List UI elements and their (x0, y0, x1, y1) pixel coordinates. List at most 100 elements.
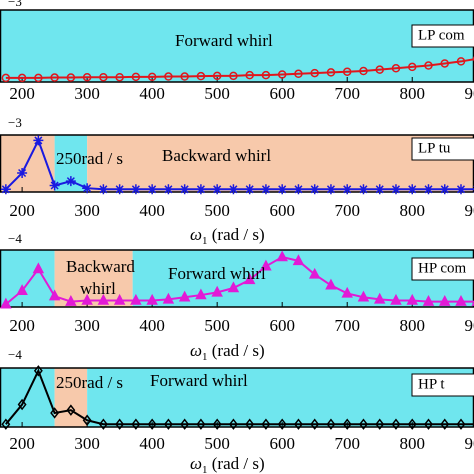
marker (212, 71, 222, 81)
annotation: Forward whirl (150, 371, 248, 390)
marker (243, 273, 256, 285)
marker (342, 418, 352, 430)
marker (424, 61, 433, 70)
marker (195, 184, 206, 195)
marker (342, 67, 352, 76)
x-tick-label: 700 (334, 434, 360, 453)
marker (32, 262, 45, 274)
x-tick-label: 800 (399, 316, 425, 335)
marker (50, 73, 59, 82)
x-tick-label: 200 (9, 201, 35, 220)
marker (228, 418, 238, 430)
annotation: whirl (80, 279, 116, 298)
annotation: Backward (66, 257, 135, 276)
marker (456, 418, 466, 430)
marker (195, 288, 207, 300)
marker (50, 407, 60, 419)
marker (147, 184, 158, 195)
marker (178, 290, 191, 302)
legend-label: HP com (418, 260, 467, 276)
marker (147, 418, 157, 430)
region (87, 368, 474, 427)
marker (66, 404, 76, 416)
marker (261, 70, 271, 80)
x-tick-label: 900 (465, 434, 474, 453)
marker (373, 292, 386, 304)
marker (163, 418, 173, 430)
exponent: −4 (8, 231, 22, 246)
marker (456, 57, 466, 66)
marker (228, 184, 239, 195)
marker (82, 72, 92, 82)
marker (196, 418, 206, 430)
x-label-sub: 1 (202, 351, 208, 363)
marker (359, 418, 368, 430)
x-tick-label: 700 (334, 201, 360, 220)
legend-box (411, 257, 474, 281)
marker (1, 73, 11, 83)
x-tick-label: 800 (399, 434, 425, 453)
marker (146, 293, 158, 305)
x-tick-label: 600 (269, 84, 295, 103)
marker (292, 254, 305, 266)
x-label-symbol: ω (190, 454, 202, 473)
x-tick-label: 500 (204, 84, 230, 103)
x-tick-label: 400 (139, 434, 165, 453)
x-axis-label: ω1 (rad / s) (190, 454, 265, 474)
marker (439, 184, 450, 195)
marker (424, 418, 433, 430)
marker (0, 297, 12, 309)
x-tick-label: 700 (334, 84, 360, 103)
marker (440, 418, 450, 430)
marker (131, 72, 141, 82)
marker (407, 184, 418, 195)
marker (277, 70, 287, 79)
marker (455, 294, 467, 306)
marker (212, 184, 223, 195)
marker (34, 73, 43, 83)
x-label-unit: (rad / s) (208, 454, 265, 473)
legend-box (411, 373, 474, 397)
region (0, 250, 55, 307)
marker (16, 284, 28, 295)
marker (375, 65, 384, 74)
marker (310, 418, 320, 430)
marker (261, 418, 271, 430)
marker (81, 293, 93, 305)
x-axis-label: ω1 (rad / s) (190, 225, 265, 247)
marker (390, 184, 401, 195)
x-tick-label: 600 (269, 201, 295, 220)
marker (310, 68, 319, 78)
marker (358, 184, 369, 195)
x-tick-label: 800 (399, 201, 425, 220)
x-tick-label: 500 (204, 434, 230, 453)
marker (0, 184, 11, 195)
marker (260, 184, 271, 195)
marker (82, 414, 92, 426)
marker (342, 184, 353, 195)
marker (66, 73, 76, 82)
marker (180, 418, 190, 430)
marker (391, 418, 401, 430)
x-tick-label: 900 (465, 84, 474, 103)
marker (359, 66, 368, 76)
marker (374, 184, 385, 195)
marker (294, 69, 303, 79)
x-axis-label: ω1 (rad / s) (190, 341, 265, 363)
legend-box (411, 137, 474, 161)
marker (276, 250, 288, 262)
x-tick-label: 600 (269, 316, 295, 335)
legend-box (411, 24, 474, 48)
marker (115, 72, 124, 82)
marker (309, 184, 320, 195)
marker (163, 184, 174, 195)
x-tick-label: 300 (74, 434, 100, 453)
marker (196, 71, 206, 81)
marker (212, 418, 222, 430)
x-tick-label: 300 (74, 316, 100, 335)
marker (375, 418, 385, 430)
x-tick-label: 200 (9, 316, 35, 335)
x-label-sub: 1 (202, 235, 208, 247)
region (0, 10, 474, 82)
